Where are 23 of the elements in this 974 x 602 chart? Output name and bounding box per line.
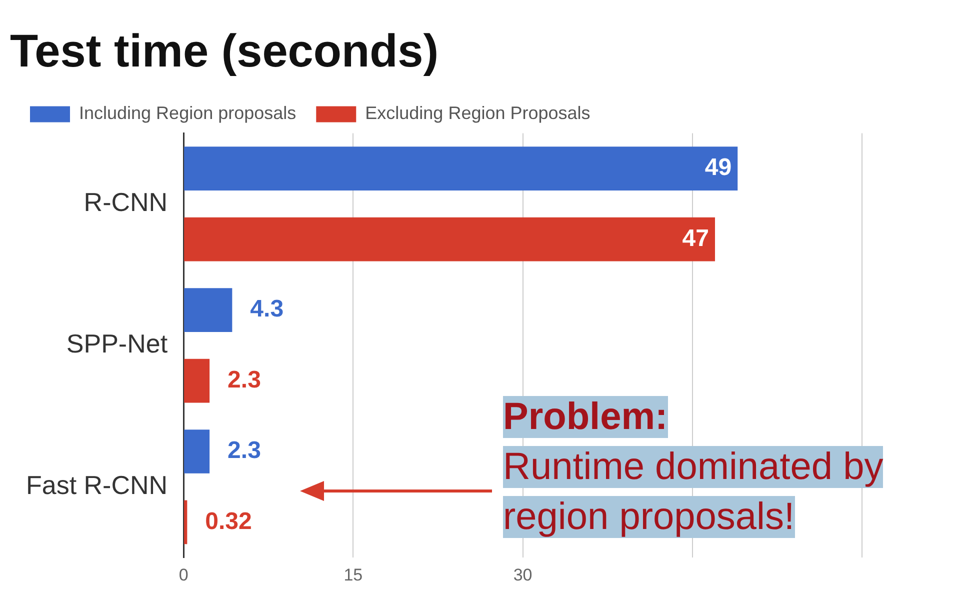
annotation: Runtime dominated by region proposals! [503,446,884,538]
bar [184,217,716,262]
bar [184,430,210,474]
legend-label: Including Region proposals [79,103,296,124]
bar [184,358,210,403]
y-tick-label: SPP-Net [66,328,168,359]
data-label: 0.32 [205,508,252,535]
y-tick-label: R-CNN [84,187,168,218]
data-label: 47 [682,224,710,252]
annotation: Problem: [503,396,668,438]
x-tick-label: 30 [513,565,532,584]
data-label: 2.3 [228,437,261,464]
y-tick-label: Fast R-CNN [26,470,168,500]
x-tick-label: 15 [344,565,363,584]
data-label: 4.3 [250,296,284,323]
chart-title: Test time (seconds) [10,24,439,76]
legend-label: Excluding Region Proposals [365,103,590,124]
x-tick-label: 0 [178,565,188,584]
bar [184,500,188,544]
data-label: 49 [704,154,732,182]
bar [184,288,232,332]
bar [184,146,738,190]
data-label: 2.3 [228,366,261,394]
